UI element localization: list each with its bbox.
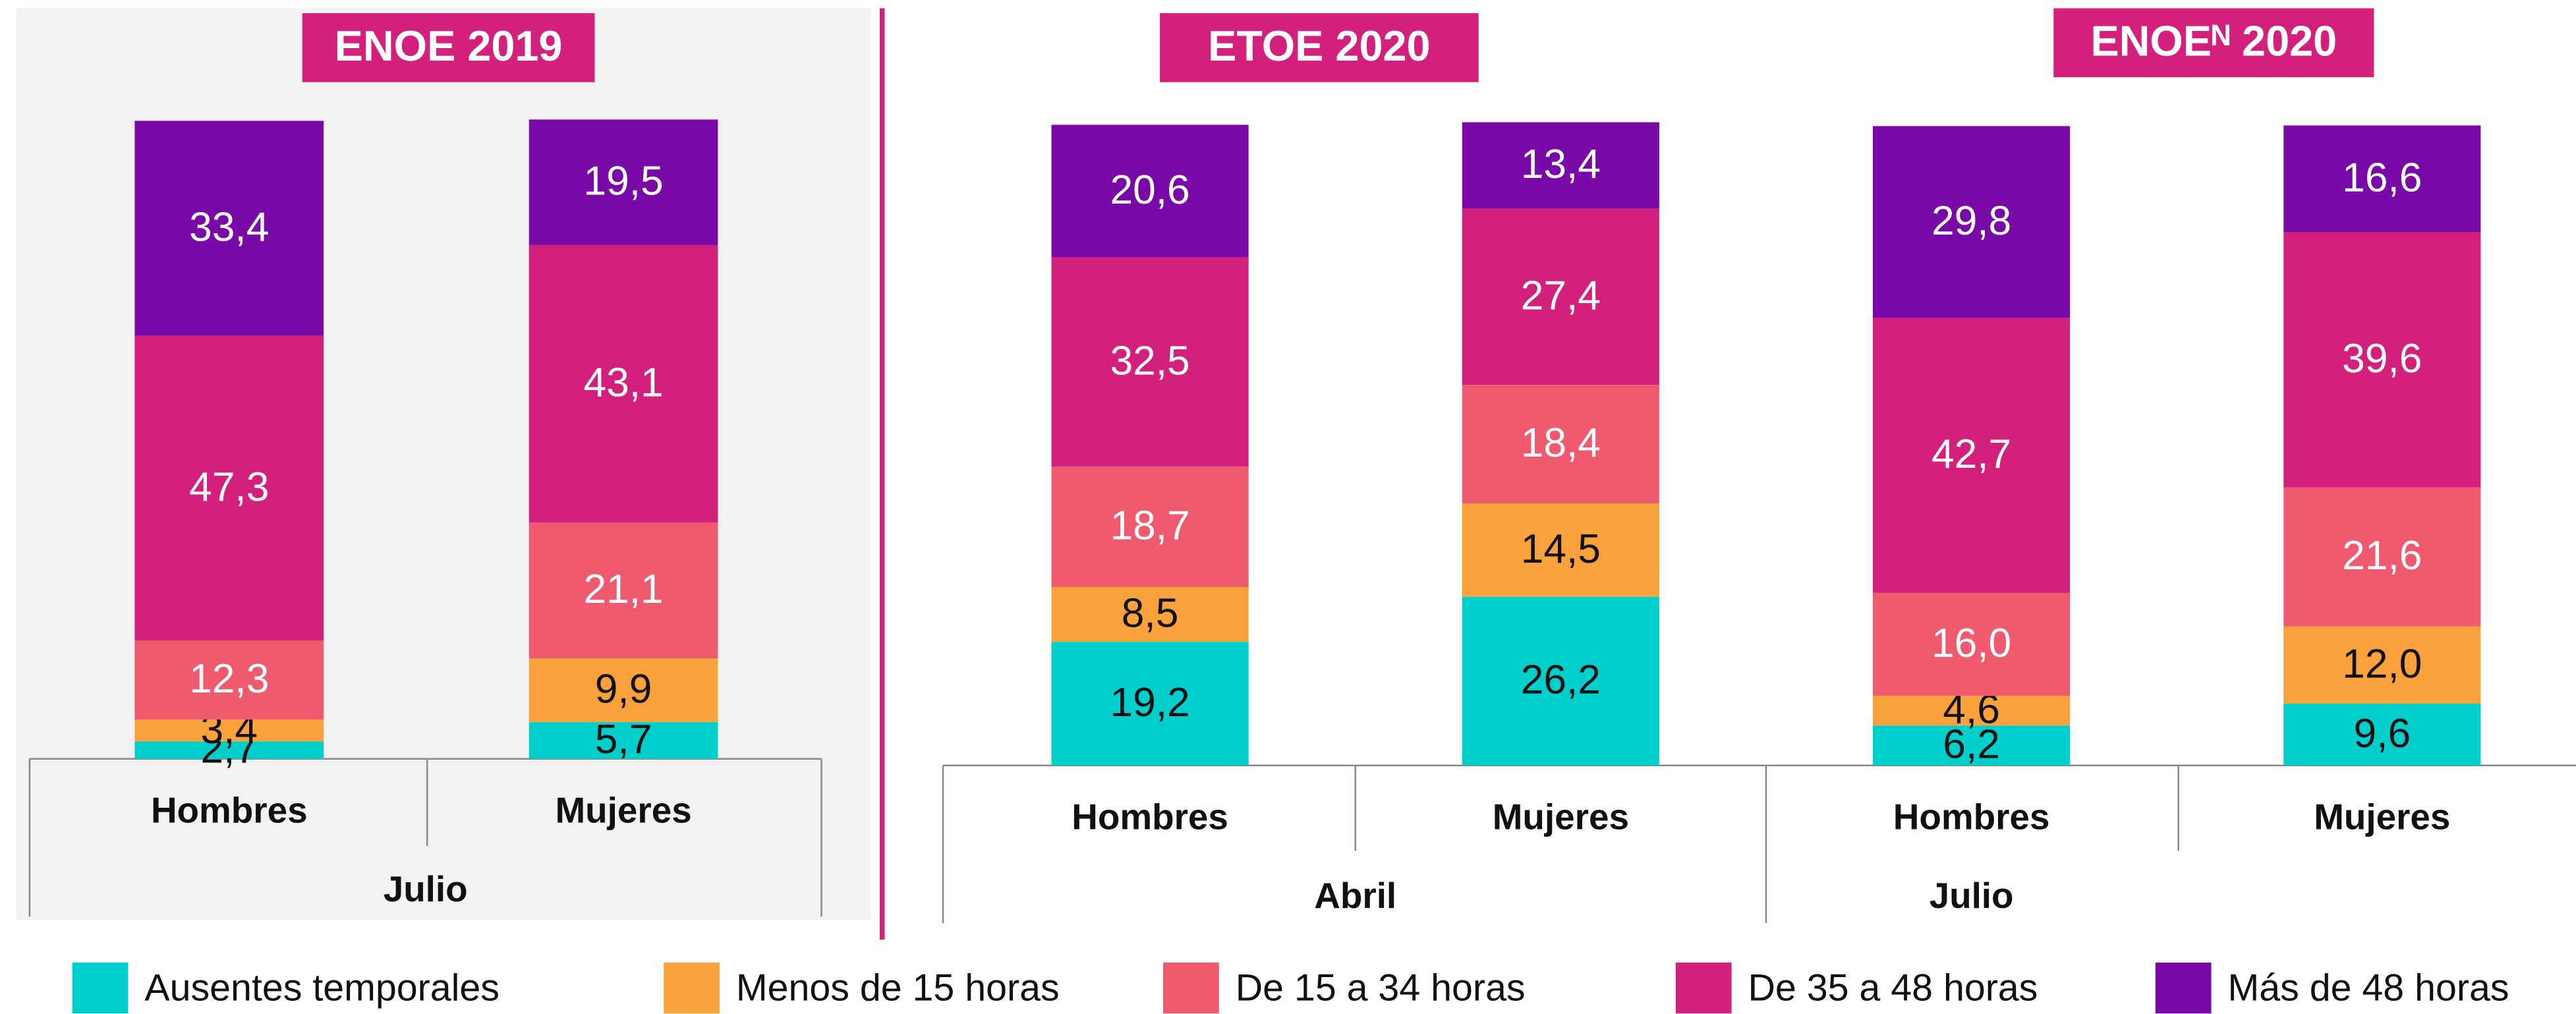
legend-label: Ausentes temporales — [144, 967, 500, 1009]
bar-segment — [134, 741, 324, 759]
value-label: 12,0 — [2342, 641, 2422, 687]
bar-segment — [529, 244, 718, 523]
legend-swatch — [1163, 962, 1219, 1014]
title-box — [302, 13, 595, 82]
bar-segment — [1873, 696, 2071, 726]
bar-segment — [1051, 587, 1249, 642]
bar-segment — [134, 335, 324, 640]
value-label: 6,2 — [1943, 721, 2000, 767]
value-label: 16,0 — [1932, 621, 2011, 666]
bar-segment — [1051, 257, 1249, 467]
bar-segment — [1873, 592, 2071, 696]
value-label: 43,1 — [583, 360, 663, 406]
title-box — [2053, 8, 2374, 78]
bar-segment — [1873, 725, 2071, 766]
title-box — [1160, 13, 1479, 82]
value-label: 16,6 — [2342, 155, 2422, 200]
bar-segment — [1051, 466, 1249, 588]
legend-swatch — [664, 962, 720, 1014]
bar-segment — [1462, 208, 1659, 385]
bar-segment — [2283, 125, 2481, 233]
bar-segment — [2283, 232, 2481, 488]
bar-segment — [1873, 318, 2071, 593]
value-label: 14,5 — [1521, 526, 1601, 572]
value-label: 39,6 — [2342, 336, 2422, 381]
value-label: 26,2 — [1521, 658, 1601, 703]
bar-segment — [529, 522, 718, 659]
value-label: 27,4 — [1521, 273, 1601, 318]
legend-label: Menos de 15 horas — [736, 967, 1060, 1009]
legend-swatch — [72, 962, 129, 1014]
bar-segment — [1873, 126, 2071, 318]
value-label: 20,6 — [1110, 167, 1189, 213]
period-label: Julio — [1930, 875, 2014, 916]
value-label: 33,4 — [189, 205, 269, 250]
value-label: 21,1 — [583, 567, 663, 612]
value-label: 19,2 — [1110, 680, 1189, 725]
value-label: 19,5 — [583, 159, 663, 204]
value-label: 29,8 — [1932, 198, 2011, 244]
value-label: 21,6 — [2342, 533, 2422, 578]
bar-segment — [2283, 626, 2481, 704]
bar-segment — [134, 640, 324, 720]
value-label: 5,7 — [595, 717, 652, 762]
value-label: 18,4 — [1521, 420, 1601, 466]
bar-segment — [1462, 503, 1659, 597]
bar-segment — [1051, 642, 1249, 766]
x-tick-label: Hombres — [1893, 797, 2050, 837]
bar-segment — [134, 719, 324, 742]
panel-title: ENOEᴺ 2020 — [2090, 16, 2337, 65]
value-label: 47,3 — [189, 465, 269, 510]
x-tick-label: Mujeres — [555, 790, 691, 831]
bar-segment — [529, 658, 718, 723]
bar-segment — [1462, 122, 1659, 209]
bar-segment — [2283, 487, 2481, 627]
period-label: Abril — [1314, 875, 1396, 916]
value-label: 9,9 — [595, 667, 652, 712]
bar-segment — [134, 121, 324, 336]
value-label: 8,5 — [1122, 591, 1179, 636]
legend-label: Más de 48 horas — [2227, 967, 2509, 1009]
period-label: Julio — [384, 868, 468, 909]
legend-label: De 15 a 34 horas — [1236, 967, 1526, 1009]
x-tick-label: Hombres — [151, 790, 308, 831]
bar-segment — [1462, 385, 1659, 504]
panel-title: ETOE 2020 — [1208, 22, 1430, 70]
bar-segment — [529, 722, 718, 759]
x-tick-label: Mujeres — [1493, 797, 1629, 837]
legend-swatch — [2155, 962, 2212, 1014]
x-tick-label: Mujeres — [2314, 797, 2450, 837]
value-label: 18,7 — [1110, 503, 1189, 549]
legend-label: De 35 a 48 horas — [1748, 967, 2038, 1009]
value-label: 42,7 — [1932, 432, 2011, 477]
value-label: 12,3 — [189, 656, 269, 702]
panel-title: ENOE 2019 — [335, 22, 563, 70]
bar-segment — [529, 119, 718, 245]
bar-segment — [2283, 703, 2481, 766]
bar-segment — [1462, 596, 1659, 766]
x-tick-label: Hombres — [1072, 797, 1228, 837]
legend-swatch — [1675, 962, 1732, 1014]
value-label: 32,5 — [1110, 338, 1189, 383]
bar-segment — [1051, 125, 1249, 258]
value-label: 13,4 — [1521, 142, 1601, 187]
value-label: 9,6 — [2354, 711, 2411, 756]
